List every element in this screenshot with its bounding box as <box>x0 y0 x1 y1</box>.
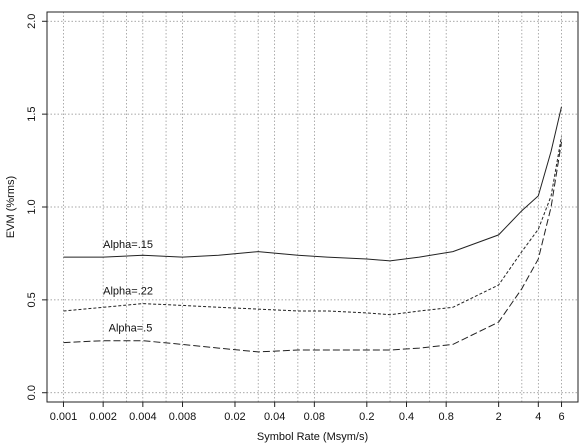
x-tick-label: 0.8 <box>439 411 454 423</box>
x-tick-label: 0.001 <box>50 411 78 423</box>
y-axis-label: EVM (%rms) <box>5 176 17 238</box>
x-tick-label: 0.2 <box>359 411 374 423</box>
series-label-1: Alpha=.22 <box>103 285 153 297</box>
x-tick-label: 0.008 <box>169 411 197 423</box>
series-layer <box>63 106 562 353</box>
series-line-2 <box>63 141 562 353</box>
series-line-1 <box>63 136 562 316</box>
annotation-layer: Alpha=.15 Alpha=.22 Alpha=.5 <box>103 239 153 335</box>
x-tick-label: 0.004 <box>129 411 157 423</box>
series-label-2: Alpha=.5 <box>109 322 153 334</box>
x-tick-label: 4 <box>535 411 541 423</box>
x-tick-label: 6 <box>558 411 564 423</box>
x-tick-label: 0.4 <box>399 411 414 423</box>
grid-layer <box>47 12 578 402</box>
series-line-0 <box>63 106 562 262</box>
y-tick-label: 2.0 <box>26 14 38 29</box>
tick-layer: 0.001 0.002 0.004 0.008 0.02 0.04 0.08 0.2 0.4 0.… <box>26 14 565 423</box>
x-tick-label: 0.08 <box>304 411 325 423</box>
plot-frame <box>46 11 579 403</box>
x-tick-label: 0.002 <box>89 411 117 423</box>
x-tick-label: 0.04 <box>264 411 285 423</box>
x-tick-label: 2 <box>496 411 502 423</box>
x-tick-label: 0.02 <box>224 411 245 423</box>
y-tick-label: 1.0 <box>26 199 38 214</box>
series-label-0: Alpha=.15 <box>103 239 153 251</box>
x-axis-label: Symbol Rate (Msym/s) <box>257 431 368 443</box>
y-tick-label: 1.5 <box>26 106 38 121</box>
y-tick-label: 0.0 <box>26 385 38 400</box>
y-tick-label: 0.5 <box>26 292 38 307</box>
